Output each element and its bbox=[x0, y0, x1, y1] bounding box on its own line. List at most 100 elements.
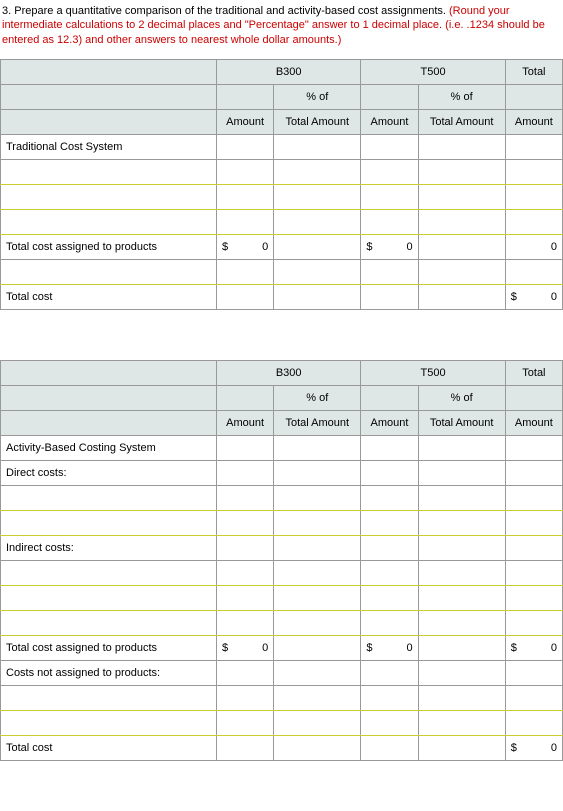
cell[interactable] bbox=[418, 184, 505, 209]
cell[interactable] bbox=[274, 660, 361, 685]
cell[interactable] bbox=[274, 710, 361, 735]
cell[interactable] bbox=[1, 259, 217, 284]
cell[interactable] bbox=[361, 259, 418, 284]
cell[interactable] bbox=[1, 560, 217, 585]
cell[interactable] bbox=[1, 159, 217, 184]
cell[interactable] bbox=[361, 159, 418, 184]
cell[interactable] bbox=[274, 610, 361, 635]
cell[interactable] bbox=[418, 660, 505, 685]
cell[interactable] bbox=[505, 460, 562, 485]
cell[interactable] bbox=[418, 234, 505, 259]
cell[interactable] bbox=[361, 585, 418, 610]
cell[interactable] bbox=[217, 660, 274, 685]
cell[interactable] bbox=[361, 535, 418, 560]
cell[interactable] bbox=[217, 485, 274, 510]
cell[interactable] bbox=[274, 535, 361, 560]
cell[interactable] bbox=[418, 259, 505, 284]
row-traditional-system: Traditional Cost System bbox=[1, 134, 217, 159]
cell[interactable] bbox=[505, 560, 562, 585]
cell[interactable] bbox=[1, 585, 217, 610]
cell[interactable] bbox=[361, 660, 418, 685]
cell[interactable] bbox=[217, 560, 274, 585]
cell[interactable] bbox=[505, 184, 562, 209]
cell[interactable] bbox=[1, 710, 217, 735]
cell[interactable] bbox=[361, 435, 418, 460]
cell[interactable] bbox=[274, 134, 361, 159]
cell[interactable] bbox=[505, 435, 562, 460]
cell[interactable] bbox=[418, 535, 505, 560]
cell[interactable] bbox=[1, 209, 217, 234]
blank-corner bbox=[1, 59, 217, 84]
cell[interactable] bbox=[274, 184, 361, 209]
cell[interactable] bbox=[418, 560, 505, 585]
cell[interactable] bbox=[274, 485, 361, 510]
cell[interactable] bbox=[505, 710, 562, 735]
cell[interactable] bbox=[505, 510, 562, 535]
cell[interactable] bbox=[274, 460, 361, 485]
cell[interactable] bbox=[418, 435, 505, 460]
hdr-total: Total bbox=[505, 360, 562, 385]
cell[interactable] bbox=[418, 510, 505, 535]
cell[interactable] bbox=[217, 184, 274, 209]
cell[interactable] bbox=[505, 610, 562, 635]
cell[interactable] bbox=[361, 685, 418, 710]
cell[interactable] bbox=[418, 159, 505, 184]
cell[interactable] bbox=[217, 535, 274, 560]
cell[interactable] bbox=[418, 460, 505, 485]
cell[interactable] bbox=[274, 585, 361, 610]
cell[interactable] bbox=[274, 234, 361, 259]
question-instructions: 3. Prepare a quantitative comparison of … bbox=[0, 0, 563, 59]
cell[interactable] bbox=[361, 485, 418, 510]
cell[interactable] bbox=[505, 209, 562, 234]
cell[interactable] bbox=[274, 560, 361, 585]
cell[interactable] bbox=[274, 435, 361, 460]
cell[interactable] bbox=[418, 685, 505, 710]
cell[interactable] bbox=[418, 485, 505, 510]
cell[interactable] bbox=[217, 209, 274, 234]
cell[interactable] bbox=[274, 635, 361, 660]
cell[interactable] bbox=[361, 134, 418, 159]
cell[interactable] bbox=[1, 510, 217, 535]
cell[interactable] bbox=[361, 184, 418, 209]
cell[interactable] bbox=[361, 610, 418, 635]
cell[interactable] bbox=[361, 209, 418, 234]
cell[interactable] bbox=[217, 134, 274, 159]
cell[interactable] bbox=[217, 610, 274, 635]
cell[interactable] bbox=[274, 259, 361, 284]
cell[interactable] bbox=[505, 159, 562, 184]
cell[interactable] bbox=[217, 159, 274, 184]
cell[interactable] bbox=[1, 685, 217, 710]
cell[interactable] bbox=[1, 610, 217, 635]
cell[interactable] bbox=[217, 585, 274, 610]
cell[interactable] bbox=[274, 159, 361, 184]
cell[interactable] bbox=[361, 460, 418, 485]
cell[interactable] bbox=[217, 710, 274, 735]
cell[interactable] bbox=[217, 685, 274, 710]
cell[interactable] bbox=[418, 710, 505, 735]
cell[interactable] bbox=[505, 485, 562, 510]
cell[interactable] bbox=[361, 510, 418, 535]
cell[interactable] bbox=[418, 134, 505, 159]
cell[interactable] bbox=[418, 610, 505, 635]
cell[interactable] bbox=[418, 585, 505, 610]
cell[interactable] bbox=[418, 635, 505, 660]
cell[interactable] bbox=[505, 685, 562, 710]
cell[interactable] bbox=[217, 460, 274, 485]
cell[interactable] bbox=[217, 259, 274, 284]
cell[interactable] bbox=[505, 259, 562, 284]
cell[interactable] bbox=[505, 660, 562, 685]
cell[interactable] bbox=[505, 585, 562, 610]
cell[interactable] bbox=[217, 435, 274, 460]
cell[interactable] bbox=[274, 209, 361, 234]
hdr-pct-b300: % of bbox=[274, 385, 361, 410]
cell[interactable] bbox=[418, 209, 505, 234]
cell[interactable] bbox=[505, 134, 562, 159]
cell[interactable] bbox=[274, 685, 361, 710]
cell[interactable] bbox=[1, 485, 217, 510]
cell[interactable] bbox=[274, 510, 361, 535]
cell[interactable] bbox=[361, 710, 418, 735]
cell[interactable] bbox=[217, 510, 274, 535]
cell[interactable] bbox=[505, 535, 562, 560]
cell[interactable] bbox=[361, 560, 418, 585]
cell[interactable] bbox=[1, 184, 217, 209]
